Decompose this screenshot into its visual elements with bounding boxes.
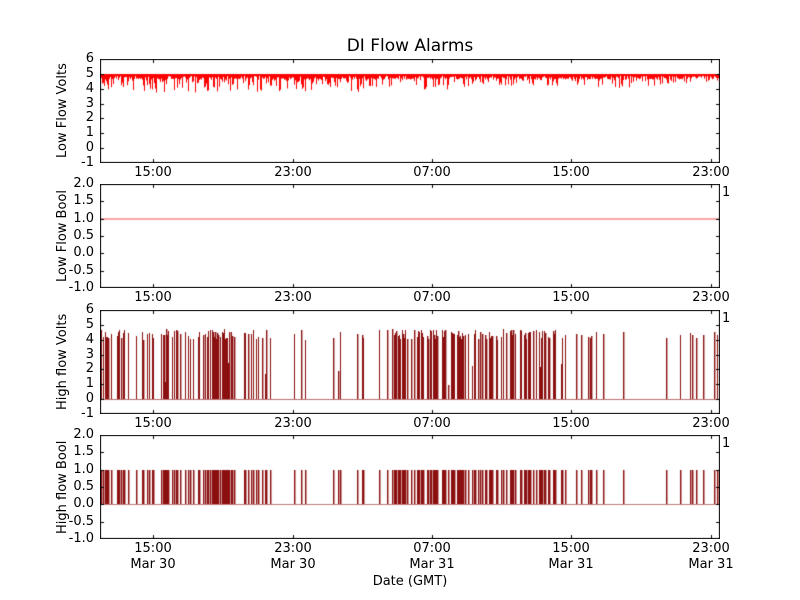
y-tick-label: 0.5	[73, 228, 94, 243]
x-tick-label: 07:00	[413, 541, 451, 556]
x-tick-label: 15:00	[134, 165, 172, 180]
y-tick-label: -0.5	[68, 262, 94, 278]
y-tick-label: 2.0	[73, 427, 94, 442]
y-tick-label: -1	[81, 155, 94, 170]
x-axis-title: Date (GMT)	[372, 574, 448, 589]
plot-canvas-low-flow-volts	[100, 59, 720, 163]
y-tick-label: 2.0	[73, 176, 94, 191]
x-tick-label: 15:00	[552, 541, 590, 556]
x-tick-date-label: Mar 31	[688, 557, 734, 572]
x-tick-date-label: Mar 30	[270, 557, 316, 572]
y-tick-label: 2	[85, 361, 94, 377]
plot-canvas-high-flow-volts	[100, 310, 720, 414]
x-tick-label: 07:00	[413, 290, 451, 305]
y-tick-label: 1	[85, 376, 94, 392]
x-tick-label: 15:00	[552, 290, 590, 305]
legend-label: 1	[722, 436, 731, 451]
x-tick-date-label: Mar 30	[130, 557, 176, 572]
legend-label: 1	[722, 311, 731, 326]
plot-canvas-low-flow-bool	[100, 184, 720, 288]
x-tick-label: 23:00	[274, 165, 312, 180]
y-tick-label: 3	[85, 95, 94, 111]
y-tick-label: -1.0	[68, 531, 94, 546]
x-tick-label: 15:00	[134, 541, 172, 556]
x-tick-label: 23:00	[274, 541, 312, 556]
y-tick-label: 0.0	[73, 245, 94, 261]
chart-title: DI Flow Alarms	[346, 36, 474, 56]
y-tick-label: 0	[85, 391, 94, 407]
x-tick-label: 23:00	[692, 290, 730, 305]
y-tick-label: 1.0	[73, 210, 94, 226]
x-tick-label: 15:00	[552, 416, 590, 431]
y-tick-label: -0.5	[68, 513, 94, 529]
y-tick-label: -1.0	[68, 280, 94, 295]
x-tick-label: 15:00	[134, 290, 172, 305]
x-tick-label: 07:00	[413, 165, 451, 180]
y-tick-label: 5	[85, 65, 94, 81]
y-tick-label: 6	[85, 302, 94, 317]
y-tick-label: 3	[85, 346, 94, 362]
y-tick-label: 1.5	[73, 444, 94, 460]
y-tick-label: 2	[85, 110, 94, 126]
plot-canvas-high-flow-bool	[100, 435, 720, 539]
y-tick-label: 4	[85, 331, 94, 347]
x-tick-label: 23:00	[692, 165, 730, 180]
y-tick-label: 1	[85, 125, 94, 141]
legend-label: 1	[722, 185, 731, 200]
x-tick-label: 23:00	[692, 541, 730, 556]
x-tick-label: 15:00	[552, 165, 590, 180]
y-tick-label: 1.0	[73, 461, 94, 477]
y-tick-label: -1	[81, 406, 94, 421]
y-tick-label: 0	[85, 140, 94, 156]
x-tick-label: 07:00	[413, 416, 451, 431]
y-tick-label: 1.5	[73, 193, 94, 209]
x-tick-label: 23:00	[274, 290, 312, 305]
y-tick-label: 0.5	[73, 479, 94, 494]
y-tick-label: 5	[85, 316, 94, 332]
y-tick-label: 6	[85, 51, 94, 66]
y-tick-label: 4	[85, 80, 94, 96]
x-tick-label: 23:00	[692, 416, 730, 431]
x-tick-label: 15:00	[134, 416, 172, 431]
x-tick-date-label: Mar 31	[409, 557, 455, 572]
x-tick-label: 23:00	[274, 416, 312, 431]
x-tick-date-label: Mar 31	[548, 557, 594, 572]
y-tick-label: 0.0	[73, 496, 94, 512]
